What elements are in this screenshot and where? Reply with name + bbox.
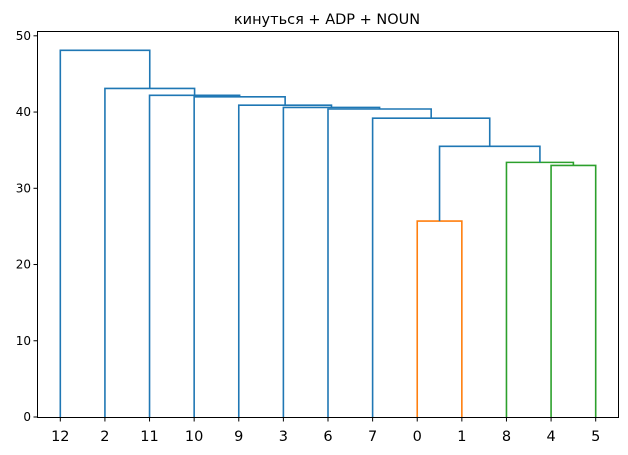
x-tick-label: 1 — [457, 429, 466, 445]
dendrogram-link-1 — [550, 164, 597, 417]
x-tick-label: 7 — [368, 429, 377, 445]
y-axis-ticks: 0 10 20 30 40 50 — [16, 29, 38, 424]
x-tick-label: 5 — [591, 429, 600, 445]
y-tick-label: 20 — [16, 258, 31, 272]
dendrogram-link-2 — [505, 161, 575, 417]
dendrogram-link-0 — [416, 220, 463, 417]
x-tick-label: 8 — [502, 429, 511, 445]
plot-frame — [37, 31, 619, 418]
x-tick-label: 4 — [546, 429, 555, 445]
chart-title: кинуться + ADP + NOUN — [234, 12, 420, 28]
x-tick-label: 10 — [185, 429, 203, 445]
x-tick-label: 11 — [140, 429, 158, 445]
y-tick-label: 10 — [16, 334, 31, 348]
x-tick-label: 12 — [51, 429, 69, 445]
x-tick-label: 2 — [100, 429, 109, 445]
y-tick-label: 0 — [23, 410, 31, 424]
x-tick-label: 6 — [323, 429, 332, 445]
x-tick-label: 9 — [234, 429, 243, 445]
dendrogram-link-4 — [371, 117, 491, 417]
y-tick-label: 50 — [16, 29, 31, 43]
dendrogram-link-8 — [193, 96, 286, 417]
dendrogram-links — [59, 49, 597, 417]
x-tick-label: 3 — [279, 429, 288, 445]
dendrogram-link-3 — [438, 145, 541, 222]
dendrogram-link-6 — [282, 106, 381, 417]
dendrogram-link-7 — [237, 104, 333, 417]
x-tick-label: 0 — [413, 429, 422, 445]
y-tick-label: 30 — [16, 181, 31, 195]
dendrogram-link-11 — [59, 49, 151, 417]
dendrogram-link-5 — [327, 108, 432, 417]
y-tick-label: 40 — [16, 105, 31, 119]
x-axis-ticks: 12 2 11 10 9 3 6 7 0 1 8 4 5 — [51, 417, 600, 445]
